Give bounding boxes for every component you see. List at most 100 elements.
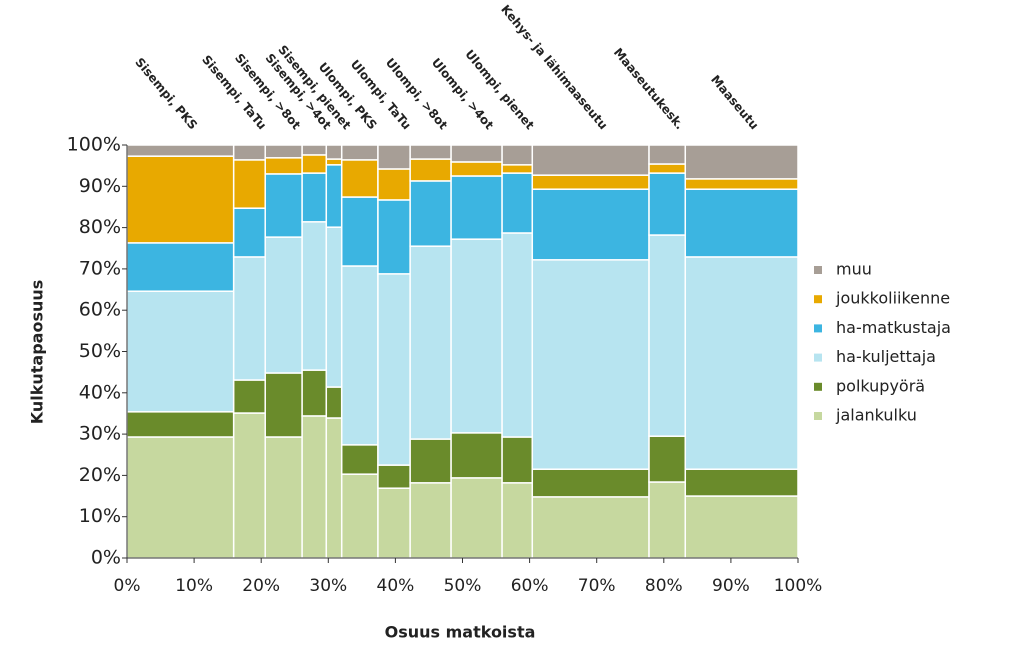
legend-label: jalankulku [835, 406, 917, 425]
segment [648, 481, 687, 559]
x-tick-label: 20% [242, 576, 280, 596]
segment [531, 144, 650, 176]
legend-swatch [814, 412, 822, 420]
segment [264, 236, 303, 374]
segment [450, 432, 503, 479]
segment [450, 144, 503, 163]
segment [232, 159, 266, 209]
segment [264, 144, 303, 159]
legend-label: joukkoliikenne [835, 289, 950, 308]
x-tick-label: 50% [444, 576, 482, 596]
legend-label: muu [836, 260, 872, 279]
segment [409, 144, 452, 160]
segment [264, 372, 303, 438]
segment [377, 464, 411, 489]
segment [531, 174, 650, 190]
segment [648, 163, 687, 174]
x-tick-label: 80% [645, 576, 683, 596]
segment [684, 188, 799, 258]
y-tick-label: 30% [79, 423, 121, 445]
segment [340, 265, 379, 446]
y-tick-label: 10% [79, 505, 121, 527]
segment [377, 144, 411, 170]
x-tick-label: 0% [114, 576, 141, 596]
segment [501, 144, 534, 166]
segment [325, 226, 343, 388]
segment [377, 199, 411, 275]
category-label: Maaseutu [708, 72, 761, 132]
y-tick-label: 0% [91, 547, 121, 569]
segment [648, 144, 687, 165]
legend-swatch [814, 266, 822, 274]
segment [340, 444, 379, 475]
legend-swatch [814, 382, 822, 391]
segment [325, 386, 343, 419]
legend-label: ha-matkustaja [836, 318, 951, 337]
x-tick-label: 30% [309, 576, 347, 596]
segment [450, 238, 503, 434]
segment [450, 175, 503, 240]
category-label: Sisempi, PKS [132, 55, 200, 132]
x-tick-label: 60% [511, 576, 549, 596]
segment [232, 412, 266, 559]
segment [377, 168, 411, 201]
segment [531, 259, 650, 470]
segment [450, 477, 503, 559]
segment [501, 164, 534, 174]
segment [684, 468, 799, 497]
segment [501, 232, 534, 438]
segment [501, 436, 534, 484]
category-label: Sisempi, TaTu [199, 53, 269, 133]
segment [340, 196, 379, 267]
segment [340, 473, 379, 559]
segment [301, 415, 328, 559]
segment [325, 164, 343, 228]
segment [409, 438, 452, 484]
segment [684, 256, 799, 470]
y-tick-label: 80% [79, 216, 121, 238]
legend-swatch [814, 324, 822, 333]
segment [531, 468, 650, 498]
segment [325, 158, 343, 166]
segment [232, 144, 266, 161]
y-tick-label: 40% [79, 381, 121, 403]
segment [377, 273, 411, 466]
segment [409, 180, 452, 247]
segment [340, 144, 379, 161]
segment [531, 496, 650, 559]
segment [126, 290, 235, 413]
legend-swatch [814, 295, 822, 304]
y-tick-label: 20% [79, 464, 121, 486]
segment [325, 417, 343, 559]
segment [409, 158, 452, 182]
x-tick-label: 90% [712, 576, 750, 596]
segment [264, 173, 303, 238]
segment [232, 256, 266, 381]
segment [501, 172, 534, 234]
legend-label: polkupyörä [836, 376, 925, 395]
segment [301, 144, 328, 156]
segment [325, 144, 343, 160]
segment [501, 482, 534, 559]
segment [684, 144, 799, 180]
x-tick-label: 40% [377, 576, 415, 596]
segment [126, 155, 235, 244]
y-tick-label: 50% [79, 340, 121, 362]
category-label: Ulompi, pienet [462, 47, 537, 132]
segment [126, 411, 235, 438]
x-axis-label: Osuus matkoista [385, 623, 536, 642]
legend-swatch [814, 353, 822, 362]
x-tick-label: 10% [175, 576, 213, 596]
segment [531, 188, 650, 261]
segment [301, 221, 328, 371]
segment [301, 172, 328, 223]
segment [684, 495, 799, 559]
category-label: Maaseutukesk. [611, 45, 687, 132]
legend-label: ha-kuljettaja [836, 347, 936, 366]
y-tick-label: 60% [79, 299, 121, 321]
segment [264, 436, 303, 559]
x-tick-label: 70% [578, 576, 616, 596]
segment [684, 178, 799, 190]
segment [232, 207, 266, 258]
